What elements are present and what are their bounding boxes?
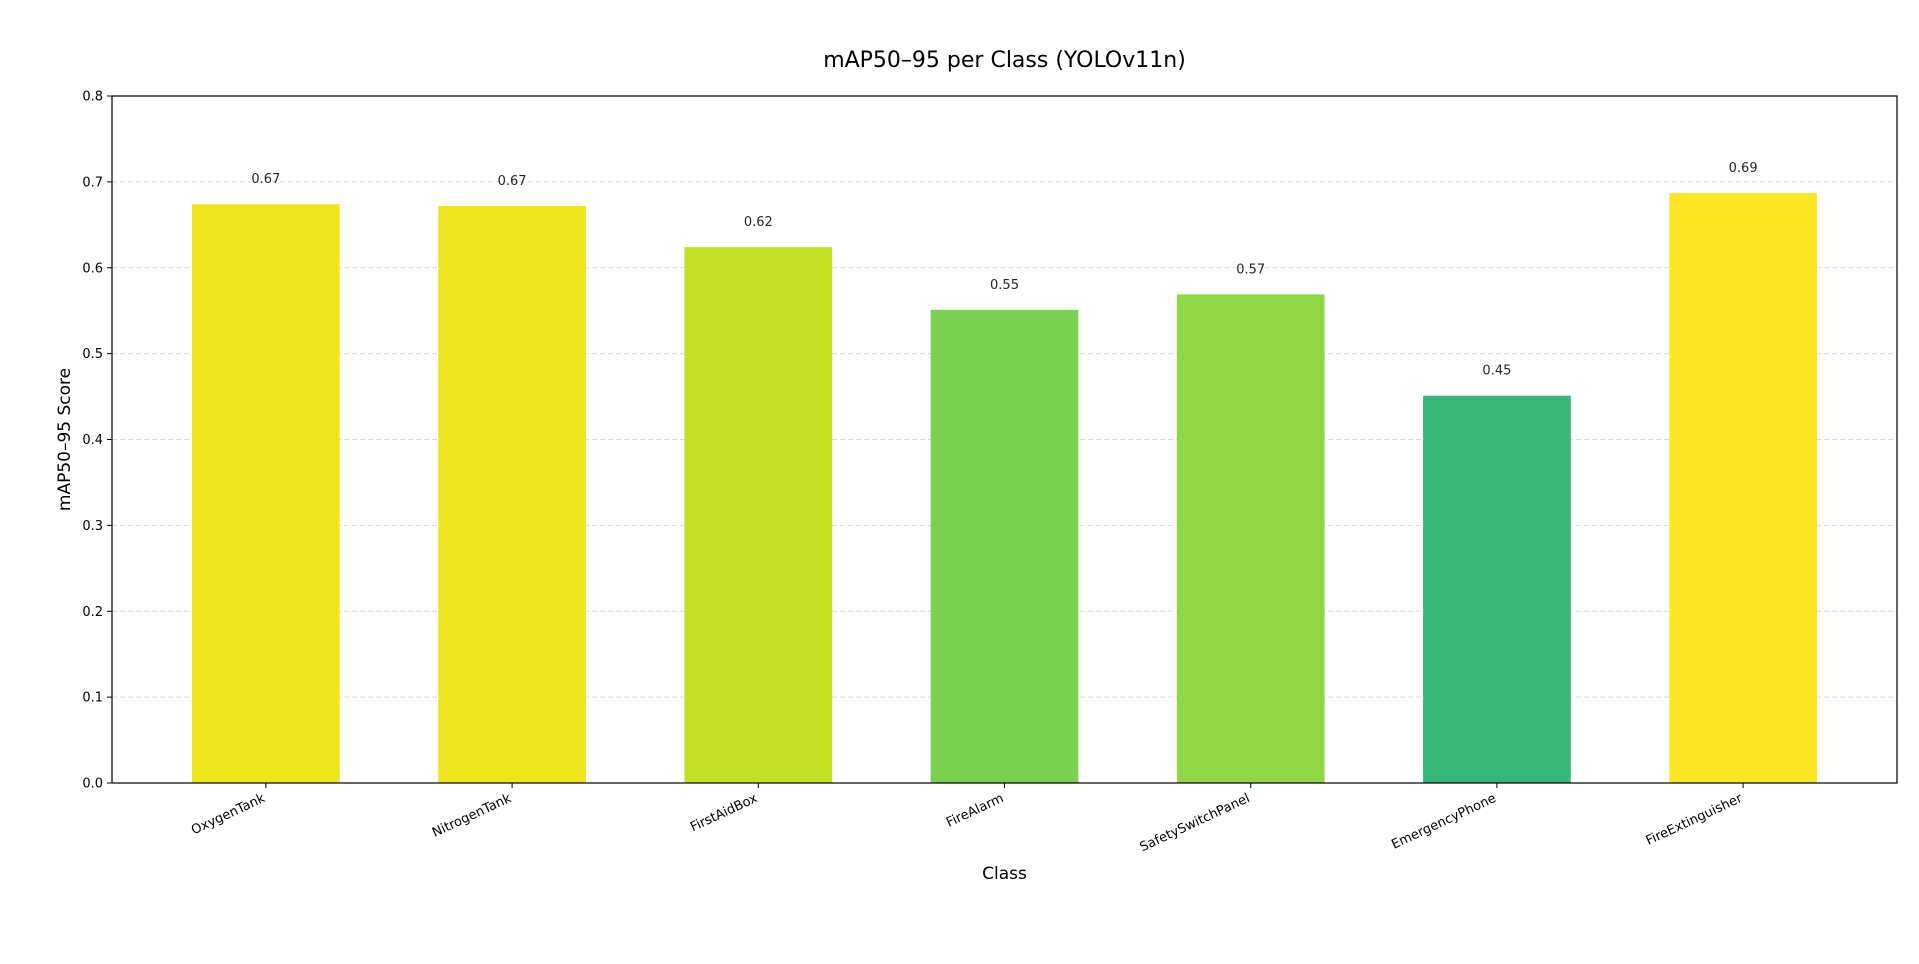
x-tick-label: NitrogenTank bbox=[430, 791, 514, 841]
bar-firstaidbox bbox=[684, 247, 833, 783]
bar-safetyswitchpanel bbox=[1176, 294, 1325, 783]
x-axis-title: Class bbox=[982, 864, 1027, 884]
data-label: 0.62 bbox=[744, 215, 773, 230]
bar-emergencyphone bbox=[1423, 395, 1571, 783]
y-tick-label: 0.7 bbox=[82, 175, 103, 190]
data-label: 0.55 bbox=[990, 278, 1019, 293]
y-tick-label: 0.8 bbox=[82, 90, 103, 105]
bar-nitrogentank bbox=[438, 205, 586, 784]
y-axis-title: mAP50–95 Score bbox=[55, 368, 75, 511]
y-tick-label: 0.2 bbox=[82, 605, 103, 620]
bar-fireextinguisher bbox=[1669, 193, 1817, 783]
y-tick-label: 0.0 bbox=[82, 777, 103, 792]
y-tick-label: 0.3 bbox=[82, 519, 103, 534]
y-tick-label: 0.4 bbox=[82, 433, 103, 448]
bar-firealarm bbox=[930, 309, 1079, 783]
x-tick-label: OxygenTank bbox=[189, 791, 268, 838]
bars: 0.67 0.67 0.62 0.55 0.57 0.45 0.69 bbox=[192, 161, 1817, 784]
data-label: 0.67 bbox=[251, 172, 280, 187]
y-tick-label: 0.5 bbox=[82, 347, 103, 362]
bar-oxygentank bbox=[192, 204, 340, 783]
y-tick-label: 0.6 bbox=[82, 261, 103, 276]
data-label: 0.69 bbox=[1729, 161, 1758, 176]
x-tick-label: FireAlarm bbox=[944, 791, 1006, 831]
x-tick-label: FirstAidBox bbox=[688, 791, 760, 835]
data-label: 0.57 bbox=[1236, 262, 1265, 277]
x-axis: OxygenTank NitrogenTank FirstAidBox FireAla… bbox=[189, 783, 1745, 855]
chart-title: mAP50–95 per Class (YOLOv11n) bbox=[823, 48, 1186, 73]
x-tick-label: FireExtinguisher bbox=[1644, 791, 1746, 849]
y-tick-label: 0.1 bbox=[82, 691, 103, 706]
data-label: 0.67 bbox=[498, 174, 527, 189]
x-tick-label: EmergencyPhone bbox=[1389, 791, 1498, 853]
data-label: 0.45 bbox=[1482, 364, 1511, 379]
y-axis: 0.0 0.1 0.2 0.3 0.4 0.5 0.6 0.7 0.8 bbox=[82, 90, 112, 792]
x-tick-label: SafetySwitchPanel bbox=[1138, 791, 1253, 855]
